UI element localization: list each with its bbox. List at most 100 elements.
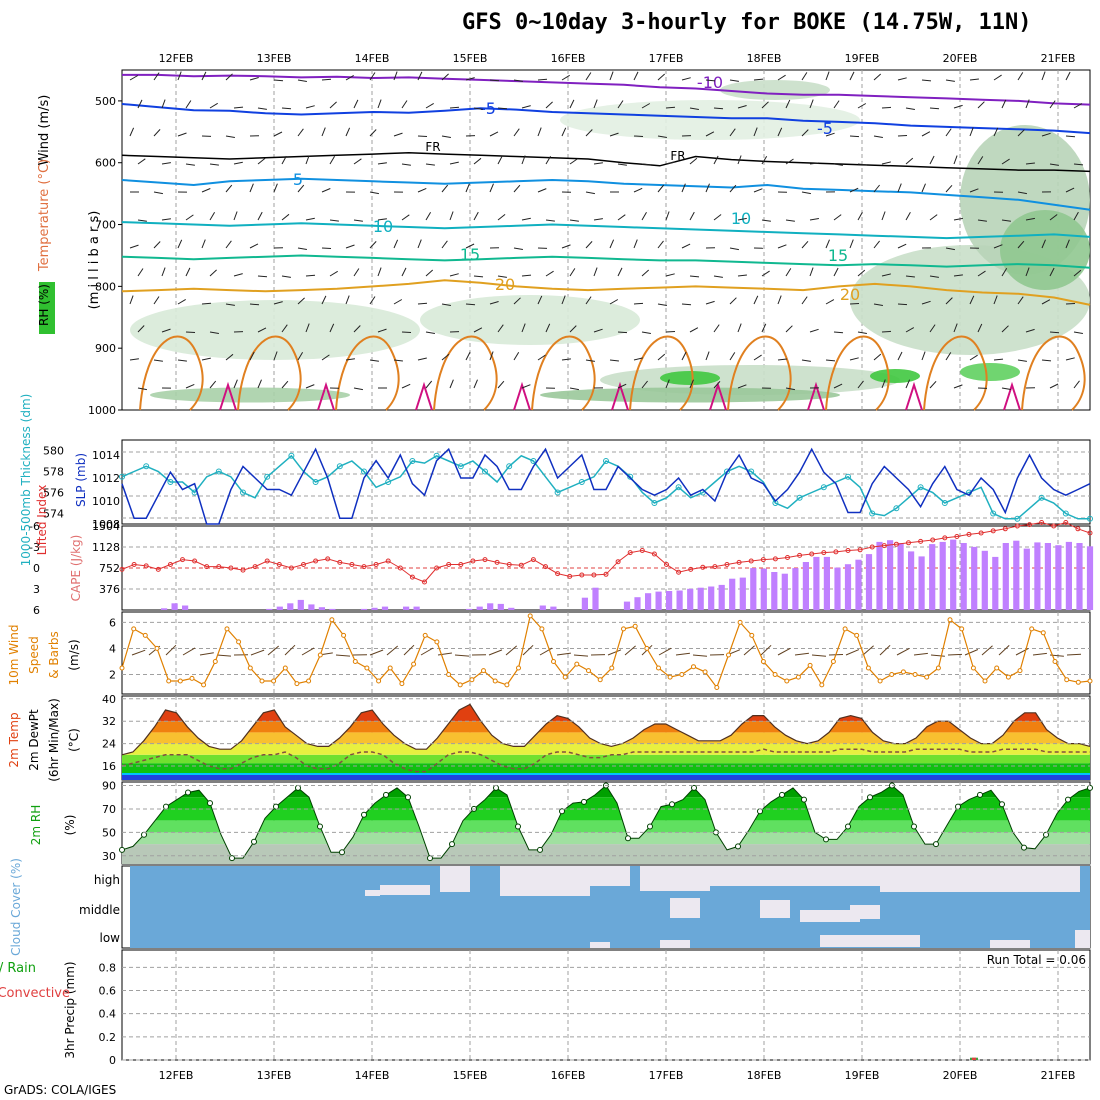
date-label-bottom: 15FEB — [453, 1069, 488, 1082]
wind-barb — [353, 219, 363, 222]
wind-barb — [1041, 299, 1051, 305]
cloud-gap — [440, 866, 470, 892]
wind-barb — [137, 387, 147, 391]
upper-ylabel: (m i l l i b a r s) — [87, 211, 102, 310]
wind-barb — [665, 211, 670, 221]
wind-barb — [953, 323, 958, 333]
wind-barb — [713, 275, 723, 278]
wind-barb — [249, 77, 259, 81]
wind-barb — [905, 379, 911, 389]
lifted-index-point — [990, 528, 996, 534]
surface-wind-barb — [539, 647, 553, 656]
thickness-point — [748, 468, 755, 475]
wind-barb — [585, 129, 593, 137]
isotherm-label: 15 — [828, 246, 848, 265]
wind-barb — [929, 324, 936, 333]
cape-bar — [476, 606, 483, 610]
wind-barb — [297, 128, 304, 137]
rh-point — [867, 794, 873, 801]
lifted-index-point — [760, 557, 766, 563]
wind-speed-point — [352, 659, 358, 664]
wind-barb — [1017, 296, 1024, 305]
run-total-label: Run Total = 0.06 — [987, 953, 1086, 967]
cape-bar — [771, 572, 778, 610]
wind-barb — [521, 155, 526, 165]
thickness-tick-label: 580 — [43, 445, 64, 458]
wind-barb — [921, 131, 931, 137]
wind-barb — [689, 157, 698, 165]
wind-barb — [1017, 240, 1025, 249]
wind-barb — [681, 183, 686, 193]
wind-barb — [345, 358, 355, 361]
warm-contour — [531, 335, 596, 411]
temp-ylabel-line: (°C) — [67, 728, 81, 752]
lifted-index-point — [288, 565, 294, 571]
lifted-index-point — [337, 559, 343, 565]
wind-barb — [137, 158, 146, 165]
surface-wind-barb — [981, 645, 993, 656]
cape-bar — [360, 608, 368, 610]
rh-point — [427, 855, 433, 862]
wind-barb — [425, 331, 435, 334]
wind-barb — [993, 244, 1003, 249]
wind-barb — [569, 325, 577, 333]
wind-speed-point — [714, 685, 720, 690]
thickness-point — [119, 473, 125, 480]
wind-barb — [753, 188, 763, 193]
wind-barb — [729, 352, 736, 361]
wind-barb — [369, 191, 379, 195]
hot-contour — [219, 381, 237, 411]
wind-speed-point — [924, 674, 930, 680]
wind-barb — [737, 323, 742, 333]
wind-barb — [297, 297, 305, 305]
cape-ylabel: CAPE (J/kg) — [69, 535, 83, 602]
cape-bar — [834, 567, 841, 610]
wind-barb — [825, 299, 835, 305]
cloud-level-label: middle — [79, 903, 120, 917]
wind-barb — [417, 357, 427, 361]
wind-barb — [881, 161, 891, 165]
precip-ylabel: 3hr Precip (mm) — [63, 961, 77, 1058]
temp-series — [121, 703, 1091, 756]
wind-barb — [329, 156, 336, 165]
wind-barb — [729, 184, 737, 193]
wind-barb — [465, 183, 470, 193]
wind-speed-point — [434, 639, 440, 645]
wind-barb — [609, 132, 619, 137]
wind-barb — [249, 243, 259, 249]
thickness-point — [336, 463, 343, 470]
cloud-gap — [380, 885, 430, 895]
date-label-top: 16FEB — [551, 52, 586, 65]
lifted-index-point — [434, 565, 440, 571]
wind-barb — [897, 77, 907, 81]
rh-point — [449, 841, 455, 848]
surface-wind-barb — [216, 654, 232, 657]
panel-frame-upper — [121, 69, 1091, 411]
thickness-point — [167, 479, 174, 485]
wind-barb — [345, 74, 354, 81]
wind-speed-point — [317, 652, 323, 658]
wind-barb — [521, 323, 526, 333]
wind-barb — [225, 240, 232, 249]
precip-bar-convective — [972, 1057, 976, 1060]
isotherm-label: 5 — [293, 170, 303, 189]
lifted-index-point — [615, 559, 621, 565]
cape-bar — [718, 584, 725, 610]
lifted-index-point — [664, 562, 669, 567]
wind-barb — [665, 273, 675, 277]
wind-barb — [593, 267, 598, 277]
date-label-bottom: 19FEB — [845, 1069, 880, 1082]
wind-barb — [633, 239, 638, 249]
temp-ylabel-line: (6hr Min/Max) — [47, 698, 61, 782]
wind-barb — [737, 384, 747, 389]
cape-bar — [697, 587, 704, 610]
wind-barb — [945, 79, 955, 82]
wind-barb — [297, 79, 307, 82]
wind-barb — [945, 128, 952, 137]
wind-barb — [641, 163, 651, 166]
cape-bar — [802, 562, 809, 610]
surface-wind-barb — [896, 647, 910, 656]
surface-wind-barb — [488, 649, 503, 656]
wind-barb — [897, 351, 903, 361]
thickness-point — [845, 473, 851, 480]
